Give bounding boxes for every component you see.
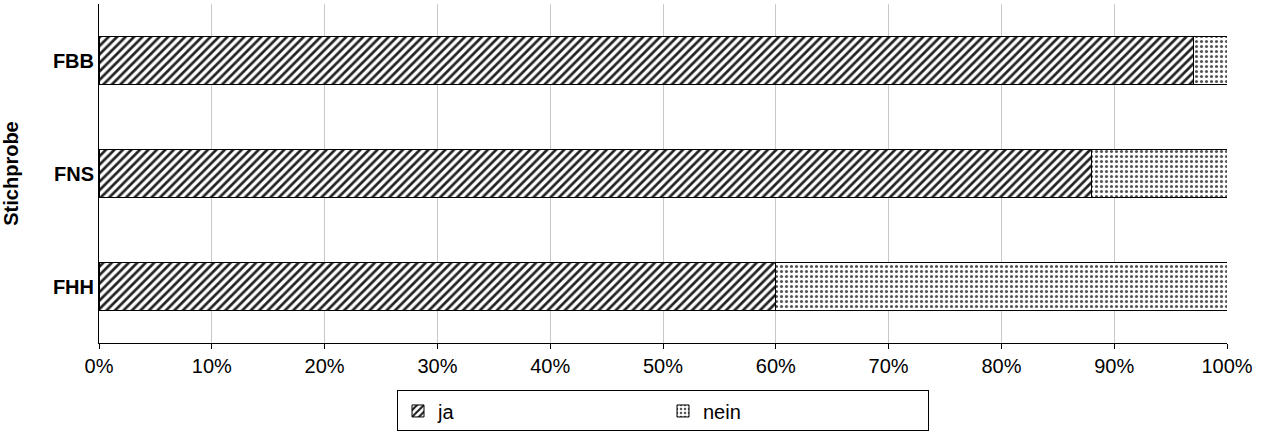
svg-text:20%: 20% — [305, 355, 345, 377]
svg-text:FBB: FBB — [53, 50, 94, 72]
svg-text:Stichprobe: Stichprobe — [0, 121, 22, 225]
svg-text:40%: 40% — [530, 355, 570, 377]
svg-text:FHH: FHH — [53, 276, 94, 298]
svg-text:60%: 60% — [756, 355, 796, 377]
svg-text:100%: 100% — [1201, 355, 1252, 377]
svg-text:10%: 10% — [192, 355, 232, 377]
svg-text:90%: 90% — [1094, 355, 1134, 377]
svg-text:nein: nein — [703, 401, 741, 423]
svg-text:30%: 30% — [417, 355, 457, 377]
svg-text:FNS: FNS — [54, 163, 94, 185]
svg-text:ja: ja — [437, 401, 454, 423]
svg-text:50%: 50% — [643, 355, 683, 377]
svg-text:70%: 70% — [869, 355, 909, 377]
svg-text:0%: 0% — [85, 355, 114, 377]
svg-text:80%: 80% — [981, 355, 1021, 377]
